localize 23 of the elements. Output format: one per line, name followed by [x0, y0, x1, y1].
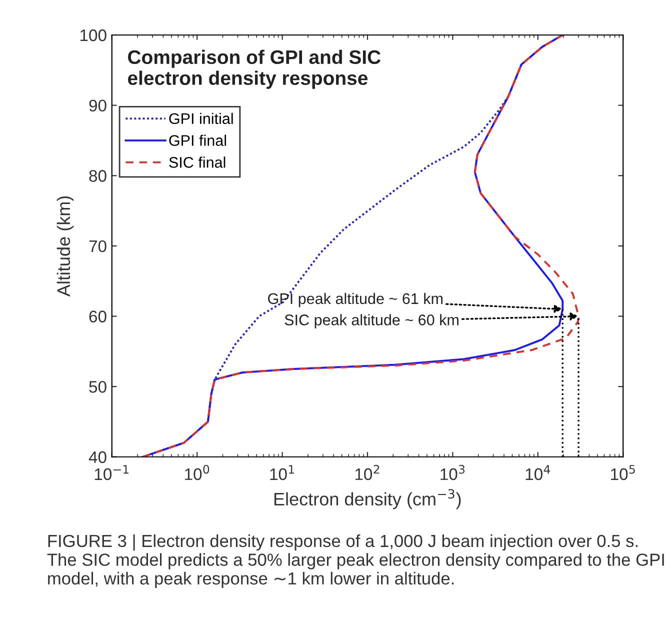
x-tick-label: 10$^{0}$ — [185, 464, 210, 480]
y-tick-label: 50 — [89, 380, 106, 393]
x-tick-label: 10$^{5}$ — [611, 465, 635, 480]
x-tick-label: 10$^{2}$ — [355, 464, 380, 480]
legend-label: GPI final — [169, 134, 226, 146]
y-tick-label: 100 — [80, 29, 106, 42]
annotation: GPI peak altitude ~ 61 km — [268, 292, 443, 308]
y-tick-label: 80 — [89, 170, 106, 182]
x-tick-label: 10$^{1}$ — [270, 465, 294, 480]
y-tick-label: 70 — [89, 240, 106, 252]
text: Comparison of GPI and SIC electron density response — [128, 50, 381, 89]
caption: FIGURE 3 | Electron density response of a 1,000 J beam injection over 0.5 s. The SIC model predicts a 50% larger peak electron density compared to the GPI model, with a peak response ∼1 km lower in altitude. — [47, 534, 664, 588]
legend-label: GPI initial — [169, 112, 233, 124]
legend-label: SIC final — [169, 156, 226, 168]
y-tick-label: 60 — [89, 310, 106, 322]
y-tick-label: 90 — [89, 100, 106, 112]
annotation: SIC peak altitude ~ 60 km — [284, 314, 458, 328]
y-axis-title: Altitude (km) — [56, 196, 74, 297]
x-tick-label: 10$^{−1}$ — [94, 465, 128, 480]
x-axis-title: Electron density (cm$^{−3}$) — [274, 489, 461, 510]
y-tick-label: 40 — [88, 451, 106, 464]
x-tick-label: 10$^{3}$ — [440, 464, 465, 480]
x-tick-label: 10$^{4}$ — [526, 465, 550, 480]
